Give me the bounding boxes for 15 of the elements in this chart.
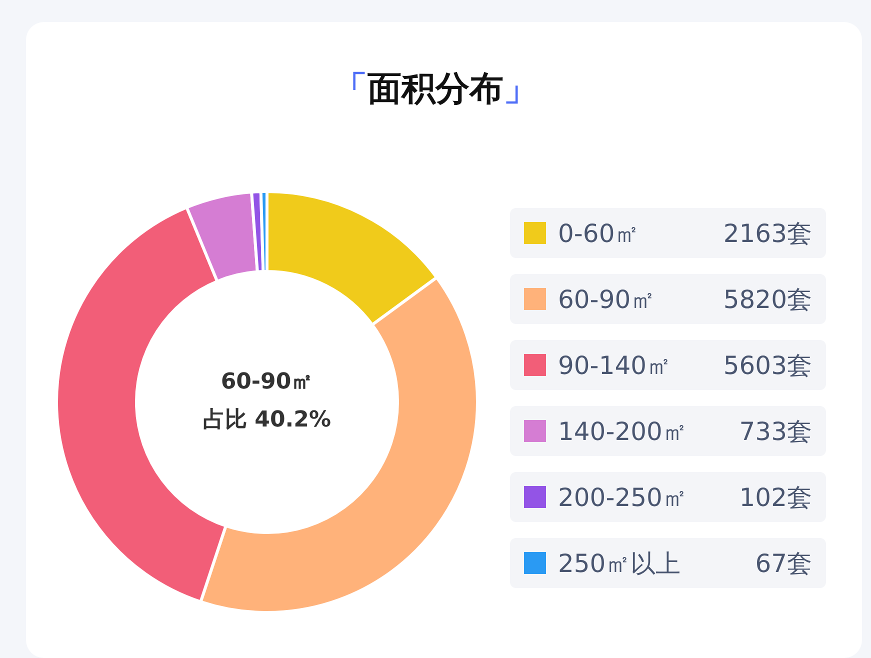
- data-label: 67套: [755, 548, 812, 580]
- legend-label: 200-250㎡: [558, 482, 688, 514]
- legend-label: 60-90㎡: [558, 284, 657, 316]
- chart-title: 「面积分布」: [334, 69, 538, 109]
- text: 占比 40.2%: [203, 408, 331, 433]
- text: 60-90㎡: [220, 370, 314, 395]
- data-label: 5820套: [723, 284, 812, 316]
- data-label: 102套: [739, 482, 812, 514]
- data-label: 2163套: [723, 218, 812, 250]
- data-label: 5603套: [723, 350, 812, 382]
- data-label: 733套: [739, 416, 812, 448]
- legend-label: 90-140㎡: [558, 350, 673, 382]
- legend-label: 140-200㎡: [558, 416, 688, 448]
- legend-label: 0-60㎡: [558, 218, 641, 250]
- legend-label: 250㎡以上: [558, 548, 682, 580]
